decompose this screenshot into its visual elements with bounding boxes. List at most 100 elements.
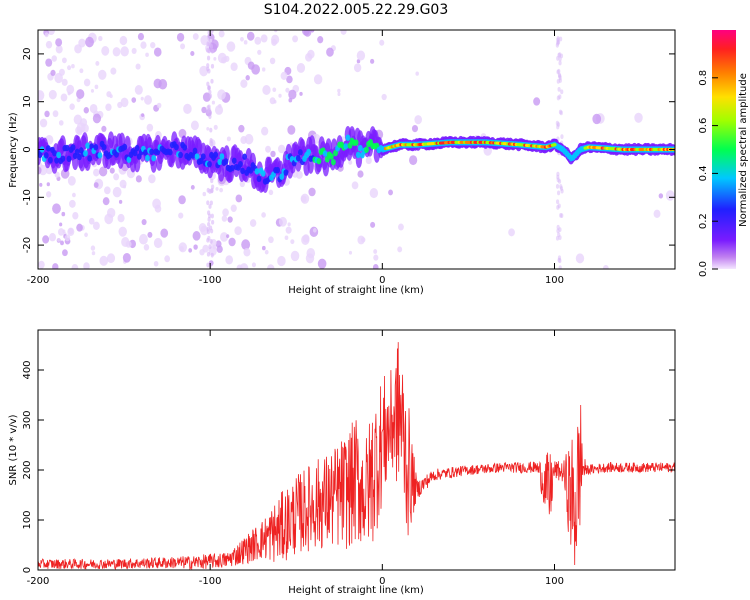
ridge-core [355,151,361,159]
spectral-blob [278,216,287,227]
spectral-blob [98,35,103,42]
spectral-blob [99,255,108,266]
spectral-blob [218,30,225,38]
spectral-blob [153,260,159,267]
spectral-streak [209,137,213,143]
spectral-streak [207,68,211,74]
spectral-blob [411,124,419,133]
snr-frame [37,329,676,571]
spectral-blob [261,126,269,136]
spectral-blob [653,209,661,218]
spectral-streak [206,187,210,193]
spectral-blob [288,89,297,100]
ridge-core [54,157,59,164]
spectral-blob [119,179,127,189]
ridge-peak [552,143,557,147]
spectral-blob [313,74,323,85]
ridge-core [76,153,82,161]
spectral-blob [337,88,341,93]
spectral-streak [556,124,560,130]
ridge-core [45,145,51,152]
spectral-blob [239,263,249,269]
ridge-core [47,156,53,164]
spectral-blob [160,228,169,238]
spectral-blob [292,35,299,43]
spectral-blob [69,103,75,110]
spectral-blob [59,222,63,227]
y-tick-label: 200 [22,460,33,479]
ridge-core [248,167,254,174]
spectral-blob [131,97,137,103]
colorbar-axis: 0.0 0.2 0.4 0.6 0.8 [698,70,718,277]
spectral-streak [558,109,563,115]
spectral-streak [210,30,214,34]
x-tick-label: -200 [27,275,50,286]
spectral-blob [370,58,375,64]
spectral-blob [72,192,76,198]
spectral-blob [52,263,59,269]
spectral-blob [240,79,248,88]
spectral-blob [154,204,162,213]
ridge-core [174,143,179,151]
spectral-streak [206,200,210,206]
snr-axes: -200 -100 0 100 0 100 200 300 400 [22,330,675,587]
spectral-blob [118,226,127,237]
spectral-blob [216,245,223,253]
spectral-streak [206,81,210,87]
spectral-blob [84,232,88,238]
colorbar-tick-label: 0.8 [698,70,709,86]
spectral-blob [144,95,152,105]
spectral-blob [265,145,271,153]
spectral-blob [222,208,229,217]
ridge-core [101,143,107,151]
spectral-blob [575,253,585,264]
y-tick-label: 0 [22,567,33,573]
spectral-streak [209,239,213,244]
spectral-blob [45,191,52,198]
spectral-blob [38,90,45,101]
spectral-blob [301,234,310,245]
spectral-blob [109,94,113,99]
spectral-blob [67,176,76,186]
spectral-blob [131,47,137,54]
spectral-blob [360,237,366,243]
spectral-blob [192,231,201,241]
ridge-core [200,153,206,160]
spectrogram-x-axis-label: Height of straight line (km) [288,285,424,296]
spectral-blob [398,223,404,231]
spectral-blob [267,264,275,269]
ridge-core [83,150,88,157]
spectral-blob [110,67,117,75]
spectral-blob [348,250,353,255]
spectral-streak [557,68,561,74]
spectral-streak [206,237,210,243]
spectral-blob [141,219,147,226]
spectral-blob [397,246,403,253]
spectral-blob [113,173,120,181]
ridge-core [240,167,245,175]
x-tick-label: 0 [379,576,385,587]
spectral-blob [150,41,156,49]
ridge-core [93,144,99,151]
spectrogram-marks [38,30,675,269]
ridge-core [256,175,262,183]
spectral-streak [209,127,213,133]
spectral-blob [238,124,245,133]
ridge-core [223,158,229,165]
spectral-blob [105,103,112,112]
spectral-blob [388,189,393,196]
y-tick-label: 100 [22,510,33,529]
spectral-blob [104,186,111,195]
spectral-blob [356,50,366,61]
spectral-streak [555,235,560,241]
spectral-blob [219,187,224,193]
spectral-blob [140,96,144,101]
ridge-core [60,155,66,162]
spectral-blob [93,168,100,177]
spectral-blob [92,113,102,124]
spectral-blob [302,30,310,36]
spectral-streak [208,213,212,219]
ridge-core [192,147,198,155]
ridge-core [74,148,80,156]
spectral-blob [137,32,145,41]
